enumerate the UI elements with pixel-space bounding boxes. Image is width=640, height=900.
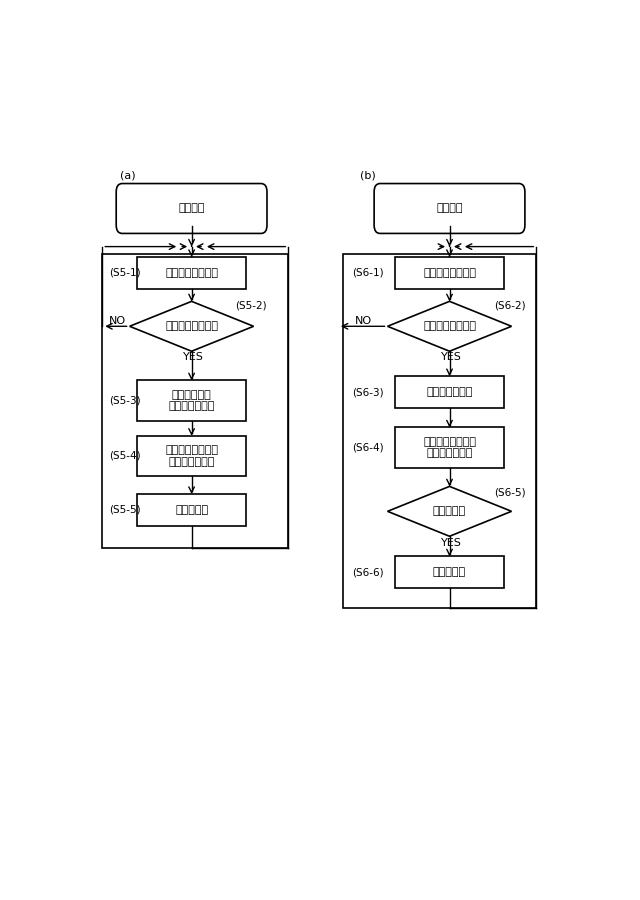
Text: (S6-5): (S6-5) [494,488,526,498]
Text: YES: YES [440,352,461,362]
Text: 通知処理: 通知処理 [436,203,463,213]
FancyBboxPatch shape [116,184,267,233]
Text: (S5-2): (S5-2) [235,301,266,310]
Bar [137,494,246,526]
Text: 通知の出力: 通知の出力 [175,505,208,515]
Bar [395,556,504,589]
Polygon shape [129,302,253,351]
Text: (S6-2): (S6-2) [494,301,526,310]
Text: 通知条件に応じて
通知要否の判定: 通知条件に応じて 通知要否の判定 [423,436,476,458]
Bar [395,376,504,408]
Text: YES: YES [440,537,461,547]
Text: (S5-3): (S5-3) [109,395,140,405]
Text: NO: NO [355,317,372,327]
Text: (S6-3): (S6-3) [352,387,383,397]
Bar [395,257,504,289]
Text: スケジュール監視: スケジュール監視 [423,268,476,278]
Bar [137,436,246,476]
Bar [137,381,246,420]
Bar [102,254,288,548]
Bar [343,254,536,608]
Bar [395,428,504,468]
Text: 通知処理: 通知処理 [179,203,205,213]
Text: スケジュール監視: スケジュール監視 [165,268,218,278]
Polygon shape [388,486,511,536]
Text: 使用状況に応じて
通知方法の決定: 使用状況に応じて 通知方法の決定 [165,446,218,467]
FancyBboxPatch shape [374,184,525,233]
Polygon shape [388,302,511,351]
Text: (S5-5): (S5-5) [109,505,140,515]
Text: (S6-6): (S6-6) [352,567,383,577]
Text: 通知時期の到来？: 通知時期の到来？ [423,321,476,331]
Text: (S5-4): (S5-4) [109,451,140,461]
Text: (S6-1): (S6-1) [352,268,383,278]
Bar [137,257,246,289]
Text: (S5-1): (S5-1) [109,268,140,278]
Text: YES: YES [182,352,204,362]
Text: ユーザ端末の
使用状況の特定: ユーザ端末の 使用状況の特定 [168,390,215,411]
Text: (S6-4): (S6-4) [352,443,383,453]
Text: (a): (a) [120,171,135,181]
Text: 通知必要？: 通知必要？ [433,507,466,517]
Text: 通知方法の特定: 通知方法の特定 [426,387,473,397]
Text: NO: NO [109,317,126,327]
Text: (b): (b) [360,171,376,181]
Text: 通知時期の到来？: 通知時期の到来？ [165,321,218,331]
Text: 通知の出力: 通知の出力 [433,567,466,577]
